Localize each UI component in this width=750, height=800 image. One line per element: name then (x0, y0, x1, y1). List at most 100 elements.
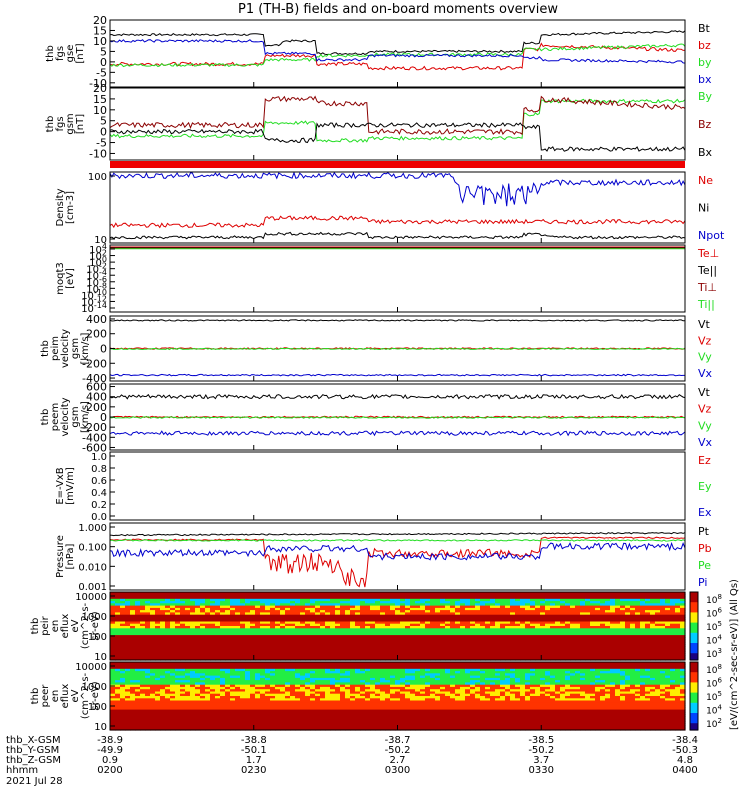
spectrogram-cell (210, 610, 216, 613)
spectrogram-cell (270, 626, 276, 629)
spectrogram-cell (375, 648, 381, 652)
spectrogram-cell (435, 612, 441, 616)
spectrogram-cell (295, 605, 301, 609)
spectrogram-cell (520, 594, 526, 598)
spectrogram-cell (315, 610, 321, 613)
spectrogram-cell (510, 623, 516, 627)
spectrogram-cell (520, 621, 526, 625)
spectrogram-cell (310, 639, 316, 643)
spectrogram-cell (280, 650, 286, 654)
spectrogram-cell (120, 700, 126, 704)
spectrogram-cell (385, 626, 391, 629)
spectrogram-cell (120, 725, 126, 729)
spectrogram-cell (190, 696, 196, 699)
spectrogram-cell (620, 648, 626, 652)
spectrogram-cell (145, 662, 151, 665)
spectrogram-cell (170, 711, 176, 715)
spectrogram-cell (310, 619, 316, 623)
spectrogram-cell (630, 610, 636, 613)
spectrogram-cell (245, 614, 251, 618)
spectrogram-cell (190, 657, 196, 661)
spectrogram-cell (135, 711, 141, 715)
spectrogram-cell (275, 644, 281, 647)
spectrogram-cell (230, 650, 236, 654)
spectrogram-cell (420, 603, 426, 607)
spectrogram-cell (675, 637, 681, 641)
spectrogram-cell (230, 592, 236, 595)
spectrogram-cell (250, 630, 256, 634)
spectrogram-cell (680, 630, 686, 634)
spectrogram-cell (310, 610, 316, 613)
spectrogram-cell (465, 612, 471, 616)
spectrogram-cell (125, 691, 131, 695)
spectrogram-cell (270, 592, 276, 595)
spectrogram-cell (455, 621, 461, 625)
spectrogram-cell (470, 598, 476, 602)
spectrogram-cell (195, 598, 201, 602)
spectrogram-cell (430, 648, 436, 652)
spectrogram-cell (575, 592, 581, 595)
spectrogram-cell (500, 610, 506, 613)
spectrogram-cell (230, 605, 236, 609)
spectrogram-cell (310, 628, 316, 632)
spectrogram-cell (165, 601, 171, 604)
spectrogram-cell (295, 614, 301, 618)
spectrogram-cell (340, 628, 346, 632)
spectrogram-cell (155, 662, 161, 665)
spectrogram-cell (380, 619, 386, 623)
spectrogram-cell (595, 594, 601, 598)
spectrogram-cell (180, 630, 186, 634)
spectrogram-cell (135, 664, 141, 668)
spectrogram-cell (605, 621, 611, 625)
spectrogram-cell (585, 612, 591, 616)
spectrogram-cell (505, 601, 511, 604)
spectrogram-cell (680, 626, 686, 629)
spectrogram-cell (300, 648, 306, 652)
spectrogram-cell (265, 612, 271, 616)
spectrogram-cell (610, 603, 616, 607)
spectrogram-cell (350, 630, 356, 634)
spectrogram-cell (675, 619, 681, 623)
spectrogram-cell (135, 657, 141, 661)
spectrogram-cell (430, 614, 436, 618)
spectrogram-cell (190, 596, 196, 600)
spectrogram-cell (190, 621, 196, 625)
spectrogram-cell (130, 623, 136, 627)
spectrogram-cell (480, 641, 486, 645)
spectrogram-cell (635, 603, 641, 607)
spectrogram-cell (335, 603, 341, 607)
spectrogram-cell (120, 675, 126, 679)
spectrogram-cell (175, 662, 181, 665)
spectrogram-cell (345, 605, 351, 609)
spectrogram-cell (125, 723, 131, 727)
spectrogram-cell (610, 637, 616, 641)
spectrogram-cell (470, 610, 476, 613)
spectrogram-cell (595, 655, 601, 659)
spectrogram-cell (190, 641, 196, 645)
spectrogram-cell (400, 598, 406, 602)
spectrogram-cell (150, 666, 156, 670)
spectrogram-cell (615, 641, 621, 645)
spectrogram-cell (555, 628, 561, 632)
spectrogram-cell (155, 639, 161, 643)
spectrogram-cell (490, 632, 496, 636)
spectrogram-cell (165, 592, 171, 595)
spectrogram-cell (245, 594, 251, 598)
spectrogram-cell (550, 592, 556, 595)
spectrogram-cell (390, 644, 396, 647)
spectrogram-cell (120, 655, 126, 659)
spectrogram-cell (205, 596, 211, 600)
spectrogram-cell (185, 623, 191, 627)
spectrogram-cell (170, 689, 176, 693)
spectrogram-cell (535, 594, 541, 598)
spectrogram-cell (640, 637, 646, 641)
spectrogram-cell (240, 610, 246, 613)
spectrogram-cell (650, 639, 656, 643)
spectrogram-cell (485, 657, 491, 661)
spectrogram-cell (415, 598, 421, 602)
spectrogram-cell (240, 641, 246, 645)
spectrogram-cell (165, 718, 171, 722)
spectrogram-cell (260, 646, 266, 650)
spectrogram-cell (190, 698, 196, 702)
spectrogram-cell (660, 648, 666, 652)
